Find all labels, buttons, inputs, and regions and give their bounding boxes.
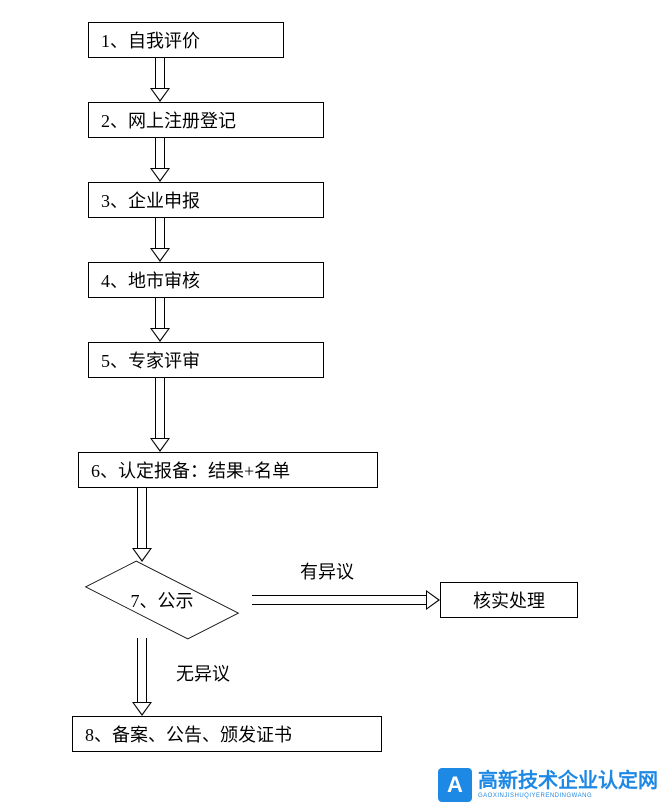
node-1-label: 1、自我评价 <box>101 27 200 53</box>
arrow-4-5 <box>150 298 170 342</box>
node-3-label: 3、企业申报 <box>101 187 200 213</box>
arrow-7-9 <box>252 590 440 610</box>
arrow-3-4 <box>150 218 170 262</box>
edge-label-no-objection: 无异议 <box>176 660 230 686</box>
arrow-7-8 <box>132 638 152 716</box>
arrow-2-3 <box>150 138 170 182</box>
node-7: 7、公示 <box>72 562 252 638</box>
node-6-label: 6、认定报备：结果+名单 <box>91 457 290 483</box>
arrow-1-2 <box>150 58 170 102</box>
node-3: 3、企业申报 <box>88 182 324 218</box>
node-8: 8、备案、公告、颁发证书 <box>72 716 382 752</box>
watermark-main-text: 高新技术企业认定网 <box>478 771 658 791</box>
node-5-label: 5、专家评审 <box>101 347 200 373</box>
flowchart-canvas: 1、自我评价 2、网上注册登记 3、企业申报 4、地市审核 5、专家评审 6、认… <box>0 0 664 808</box>
watermark-text-wrap: 高新技术企业认定网 GAOXINJISHUQIYERENDINGWANG <box>478 771 658 799</box>
node-2: 2、网上注册登记 <box>88 102 324 138</box>
node-9: 核实处理 <box>440 582 578 618</box>
node-5: 5、专家评审 <box>88 342 324 378</box>
watermark: A 高新技术企业认定网 GAOXINJISHUQIYERENDINGWANG <box>438 768 658 802</box>
node-1: 1、自我评价 <box>88 22 284 58</box>
edge-label-objection: 有异议 <box>300 558 354 584</box>
watermark-sub-text: GAOXINJISHUQIYERENDINGWANG <box>478 793 658 799</box>
arrow-5-6 <box>150 378 170 452</box>
node-8-label: 8、备案、公告、颁发证书 <box>85 721 292 747</box>
node-4-label: 4、地市审核 <box>101 267 200 293</box>
node-7-label: 7、公示 <box>72 562 252 638</box>
node-9-label: 核实处理 <box>473 587 545 613</box>
node-2-label: 2、网上注册登记 <box>101 107 236 133</box>
node-4: 4、地市审核 <box>88 262 324 298</box>
arrow-6-7 <box>132 488 152 562</box>
watermark-icon: A <box>438 768 472 802</box>
node-6: 6、认定报备：结果+名单 <box>78 452 378 488</box>
